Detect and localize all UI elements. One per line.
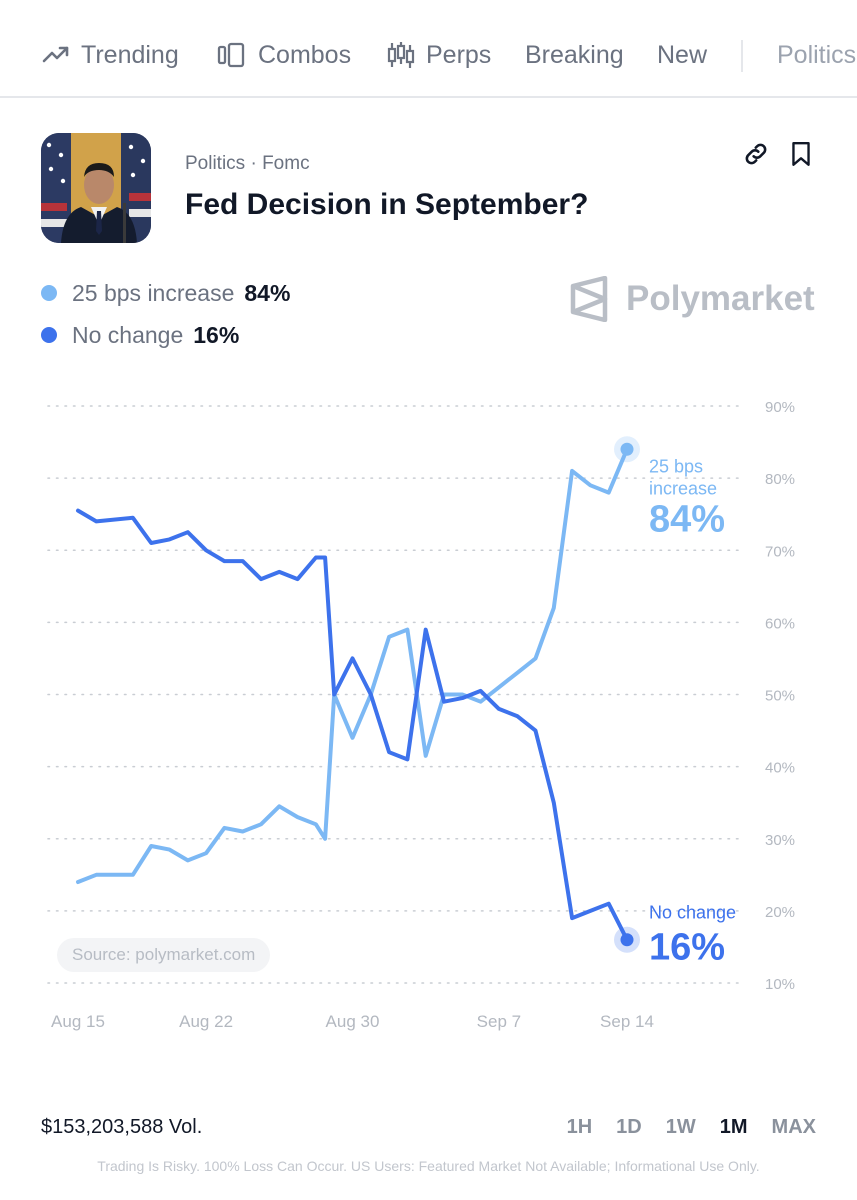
legend-name: No change	[72, 321, 184, 348]
range-1w[interactable]: 1W	[665, 1116, 696, 1138]
top-nav: Trending Combos Perps Breaking New Polit…	[0, 0, 857, 98]
brand-name: Polymarket	[626, 279, 815, 318]
series-end-point	[620, 442, 634, 456]
bookmark-icon	[792, 142, 810, 166]
legend-dot	[41, 285, 57, 301]
y-tick-label: 50%	[765, 688, 795, 705]
series-end-value: 16%	[649, 927, 725, 969]
nav-combos[interactable]: Combos	[216, 38, 351, 72]
volume-text: $153,203,588 Vol.	[41, 1116, 203, 1138]
range-1h[interactable]: 1H	[566, 1116, 593, 1138]
x-tick-label: Aug 22	[179, 1012, 233, 1031]
range-max[interactable]: MAX	[771, 1116, 816, 1138]
nav-perps-label: Perps	[426, 40, 492, 69]
nav-combos-label: Combos	[258, 40, 352, 69]
polymarket-watermark: Polymarket	[568, 276, 815, 322]
series-end-label: No change	[649, 903, 736, 923]
candlestick-icon	[387, 42, 415, 68]
disclaimer: Trading Is Risky. 100% Loss Can Occur. U…	[97, 1158, 760, 1174]
series-end-label: 25 bps	[649, 456, 703, 476]
series-end-value: 84%	[649, 498, 725, 540]
chart-legend: 25 bps increase 84% No change 16%	[41, 272, 290, 356]
time-range-selector: 1H 1D 1W 1M MAX	[543, 1116, 816, 1139]
source-badge: Source: polymarket.com	[57, 938, 271, 972]
nav-new-label: New	[657, 40, 708, 69]
legend-dot	[41, 327, 57, 343]
copy-link-button[interactable]	[741, 139, 771, 169]
legend-item: No change 16%	[41, 314, 290, 356]
legend-item: 25 bps increase 84%	[41, 272, 290, 314]
y-tick-label: 40%	[765, 760, 795, 777]
y-tick-label: 20%	[765, 904, 795, 921]
y-tick-label: 30%	[765, 832, 795, 849]
x-tick-label: Aug 30	[326, 1012, 380, 1031]
series-line	[76, 447, 629, 884]
series-line	[76, 508, 629, 942]
link-icon	[745, 143, 767, 165]
x-tick-label: Sep 14	[600, 1012, 654, 1031]
y-tick-label: 80%	[765, 471, 795, 488]
x-tick-label: Aug 15	[51, 1012, 105, 1031]
nav-breaking-label: Breaking	[525, 40, 624, 69]
market-avatar	[41, 133, 151, 243]
market-avatar-image	[41, 133, 151, 243]
x-tick-label: Sep 7	[477, 1012, 521, 1031]
nav-trending[interactable]: Trending	[41, 38, 179, 72]
legend-pct: 16%	[193, 321, 240, 348]
combos-icon	[217, 42, 245, 68]
market-breadcrumb[interactable]: Politics · Fomc	[185, 153, 310, 174]
series-end-label: increase	[649, 478, 717, 498]
polymarket-logo-icon	[570, 276, 608, 322]
legend-name: 25 bps increase	[72, 279, 235, 306]
market-title: Fed Decision in September?	[185, 188, 589, 221]
nav-new[interactable]: New	[657, 38, 707, 72]
nav-divider	[741, 40, 743, 72]
price-chart: 10% 20% 30% 40% 50% 60% 70% 80% 90% Aug 15 Aug 22…	[47, 399, 795, 1031]
legend-pct: 84%	[244, 279, 291, 306]
range-1d[interactable]: 1D	[616, 1116, 642, 1138]
y-tick-label: 70%	[765, 543, 795, 560]
nav-politics[interactable]: Politics	[777, 38, 856, 72]
series-end-point	[620, 933, 634, 947]
y-tick-label: 60%	[765, 615, 795, 632]
y-tick-label: 90%	[765, 399, 795, 416]
range-1m[interactable]: 1M	[719, 1116, 748, 1138]
nav-breaking[interactable]: Breaking	[525, 38, 624, 72]
y-tick-label: 10%	[765, 976, 795, 993]
nav-trending-label: Trending	[81, 40, 179, 69]
bookmark-button[interactable]	[786, 139, 816, 169]
nav-politics-label: Politics	[777, 40, 857, 69]
nav-perps[interactable]: Perps	[386, 38, 491, 72]
trending-icon	[42, 46, 69, 63]
